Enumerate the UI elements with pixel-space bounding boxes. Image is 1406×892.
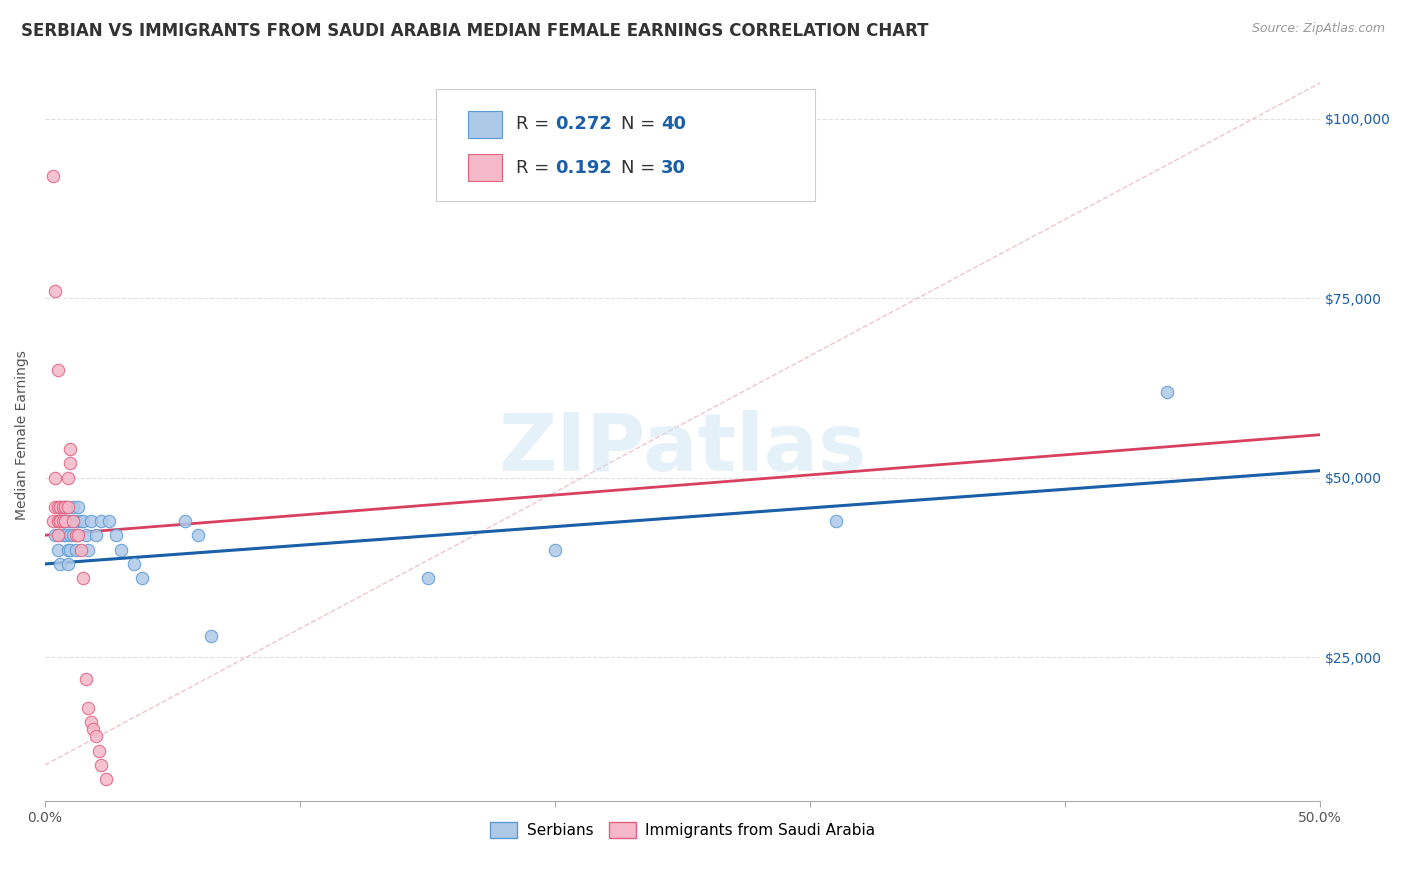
Text: ZIPatlas: ZIPatlas xyxy=(499,410,866,488)
Point xyxy=(59,542,82,557)
Point xyxy=(72,514,94,528)
Point xyxy=(87,744,110,758)
Text: 30: 30 xyxy=(661,159,686,177)
Point xyxy=(41,169,63,184)
Point xyxy=(46,514,69,528)
Point xyxy=(56,500,79,514)
Text: N =: N = xyxy=(621,115,661,134)
Text: R =: R = xyxy=(516,115,555,134)
Point xyxy=(824,514,846,528)
Text: Source: ZipAtlas.com: Source: ZipAtlas.com xyxy=(1251,22,1385,36)
Y-axis label: Median Female Earnings: Median Female Earnings xyxy=(15,350,30,520)
Point xyxy=(44,471,66,485)
Point xyxy=(200,629,222,643)
Point xyxy=(62,500,84,514)
Point xyxy=(46,363,69,377)
Text: SERBIAN VS IMMIGRANTS FROM SAUDI ARABIA MEDIAN FEMALE EARNINGS CORRELATION CHART: SERBIAN VS IMMIGRANTS FROM SAUDI ARABIA … xyxy=(21,22,928,40)
Point xyxy=(44,500,66,514)
Text: N =: N = xyxy=(621,159,661,177)
Text: 0.272: 0.272 xyxy=(555,115,612,134)
Point xyxy=(77,542,100,557)
Point xyxy=(131,571,153,585)
Point xyxy=(90,758,112,772)
Point xyxy=(46,528,69,542)
Point xyxy=(52,528,75,542)
Point xyxy=(53,514,76,528)
Point xyxy=(59,514,82,528)
Point xyxy=(59,528,82,542)
Point xyxy=(49,557,72,571)
Point xyxy=(67,528,90,542)
Point xyxy=(187,528,209,542)
Point xyxy=(84,528,107,542)
Text: R =: R = xyxy=(516,159,555,177)
Point xyxy=(65,528,87,542)
Point xyxy=(80,714,103,729)
Point xyxy=(49,514,72,528)
Point xyxy=(97,514,120,528)
Text: 0.192: 0.192 xyxy=(555,159,612,177)
Point xyxy=(56,471,79,485)
Point xyxy=(77,700,100,714)
Point xyxy=(69,542,91,557)
Point xyxy=(44,284,66,298)
Point xyxy=(53,500,76,514)
Point xyxy=(49,500,72,514)
Point xyxy=(46,514,69,528)
Point xyxy=(49,500,72,514)
Text: 40: 40 xyxy=(661,115,686,134)
Point xyxy=(72,571,94,585)
Point xyxy=(52,500,75,514)
Legend: Serbians, Immigrants from Saudi Arabia: Serbians, Immigrants from Saudi Arabia xyxy=(484,816,882,845)
Point xyxy=(69,514,91,528)
Point xyxy=(44,528,66,542)
Point xyxy=(46,542,69,557)
Point xyxy=(544,542,567,557)
Point xyxy=(56,557,79,571)
Point xyxy=(56,542,79,557)
Point xyxy=(46,500,69,514)
Point xyxy=(53,514,76,528)
Point xyxy=(53,500,76,514)
Point xyxy=(56,514,79,528)
Point xyxy=(416,571,439,585)
Point xyxy=(52,514,75,528)
Point xyxy=(59,442,82,456)
Point xyxy=(59,457,82,471)
Point xyxy=(90,514,112,528)
Point xyxy=(65,514,87,528)
Point xyxy=(62,528,84,542)
Point xyxy=(49,514,72,528)
Point xyxy=(75,672,97,686)
Point xyxy=(41,514,63,528)
Point xyxy=(75,528,97,542)
Point xyxy=(82,722,104,736)
Point xyxy=(122,557,145,571)
Point xyxy=(52,514,75,528)
Point xyxy=(80,514,103,528)
Point xyxy=(174,514,197,528)
Point xyxy=(84,729,107,743)
Point xyxy=(1156,384,1178,399)
Point xyxy=(53,528,76,542)
Point xyxy=(96,772,118,787)
Point xyxy=(67,500,90,514)
Point xyxy=(62,514,84,528)
Point xyxy=(65,542,87,557)
Point xyxy=(105,528,128,542)
Point xyxy=(110,542,132,557)
